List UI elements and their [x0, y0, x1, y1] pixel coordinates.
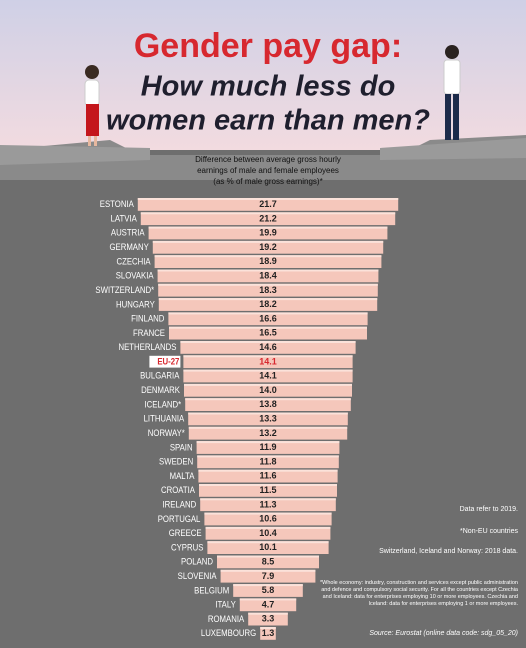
- category-label: NORWAY*: [148, 427, 186, 438]
- value-label: 14.1: [259, 371, 277, 381]
- footnote: *Whole economy: industry, construction a…: [313, 580, 518, 608]
- category-label: GREECE: [169, 527, 202, 538]
- value-label: 8.5: [262, 557, 275, 567]
- value-label: 14.1: [259, 356, 277, 366]
- value-label: 18.4: [259, 271, 277, 281]
- value-label: 10.4: [259, 528, 277, 538]
- value-label: 10.6: [259, 514, 277, 524]
- value-label: 11.3: [259, 499, 276, 509]
- category-label: AUSTRIA: [111, 227, 145, 238]
- value-label: 18.2: [259, 299, 277, 309]
- category-label: SPAIN: [170, 442, 193, 453]
- category-label: PORTUGAL: [158, 513, 201, 524]
- category-label: GERMANY: [109, 241, 149, 252]
- subtitle: women earn than men?: [106, 105, 430, 137]
- value-label: 18.3: [259, 285, 277, 295]
- value-label: 1.3: [262, 628, 275, 638]
- category-label: SWITZERLAND*: [95, 284, 154, 295]
- value-label: 16.6: [259, 313, 277, 323]
- value-label: 19.9: [259, 228, 277, 238]
- subtitle: How much less do: [141, 71, 396, 103]
- value-label: 18.9: [259, 256, 277, 266]
- value-label: 3.3: [262, 614, 275, 624]
- category-label: ITALY: [215, 599, 236, 610]
- category-label: CZECHIA: [116, 256, 150, 267]
- value-label: 21.2: [259, 213, 277, 223]
- category-label: CYPRUS: [171, 542, 204, 553]
- value-label: 13.2: [259, 428, 277, 438]
- category-label: IRELAND: [162, 499, 196, 510]
- category-label: DENMARK: [141, 384, 180, 395]
- value-label: 11.9: [259, 442, 276, 452]
- description: Difference between average gross hourly: [195, 155, 341, 164]
- category-label: BELGIUM: [194, 585, 229, 596]
- category-label: NETHERLANDS: [118, 341, 176, 352]
- description: earnings of male and female employees: [197, 166, 339, 175]
- category-label: CROATIA: [161, 484, 195, 495]
- category-label: HUNGARY: [116, 299, 155, 310]
- note: Data refer to 2019.: [460, 506, 518, 515]
- category-label: MALTA: [170, 470, 195, 481]
- category-label: EU-27: [157, 356, 179, 367]
- value-label: 16.5: [259, 328, 277, 338]
- title: Gender pay gap:: [134, 27, 402, 65]
- category-label: SLOVENIA: [178, 570, 217, 581]
- category-label: POLAND: [181, 556, 213, 567]
- value-label: 5.8: [262, 585, 275, 595]
- description: (as % of male gross earnings)*: [213, 177, 322, 186]
- category-label: BULGARIA: [140, 370, 180, 381]
- value-label: 11.6: [259, 471, 276, 481]
- category-label: FRANCE: [133, 327, 165, 338]
- infographic: Gender pay gap: How much less do women e…: [0, 0, 526, 648]
- value-label: 13.8: [259, 399, 277, 409]
- category-label: ESTONIA: [100, 198, 134, 209]
- value-label: 19.2: [259, 242, 277, 252]
- value-label: 13.3: [259, 414, 277, 424]
- category-label: ROMANIA: [208, 613, 244, 624]
- category-label: ICELAND*: [144, 399, 181, 410]
- value-label: 10.1: [259, 542, 277, 552]
- value-label: 11.8: [259, 456, 276, 466]
- value-label: 21.7: [259, 199, 277, 209]
- category-label: LITHUANIA: [144, 413, 185, 424]
- category-label: LATVIA: [111, 213, 137, 224]
- value-label: 11.5: [259, 485, 276, 495]
- category-label: SWEDEN: [159, 456, 193, 467]
- source: Source: Eurostat (online data code: sdg_…: [369, 630, 518, 639]
- category-label: SLOVAKIA: [116, 270, 154, 281]
- category-label: FINLAND: [131, 313, 164, 324]
- note: *Non-EU countries: [460, 528, 518, 537]
- value-label: 7.9: [262, 571, 275, 581]
- value-label: 14.6: [259, 342, 277, 352]
- value-label: 4.7: [262, 599, 275, 609]
- value-label: 14.0: [259, 385, 277, 395]
- note: Switzerland, Iceland and Norway: 2018 da…: [379, 548, 518, 557]
- category-label: LUXEMBOURG: [201, 627, 257, 638]
